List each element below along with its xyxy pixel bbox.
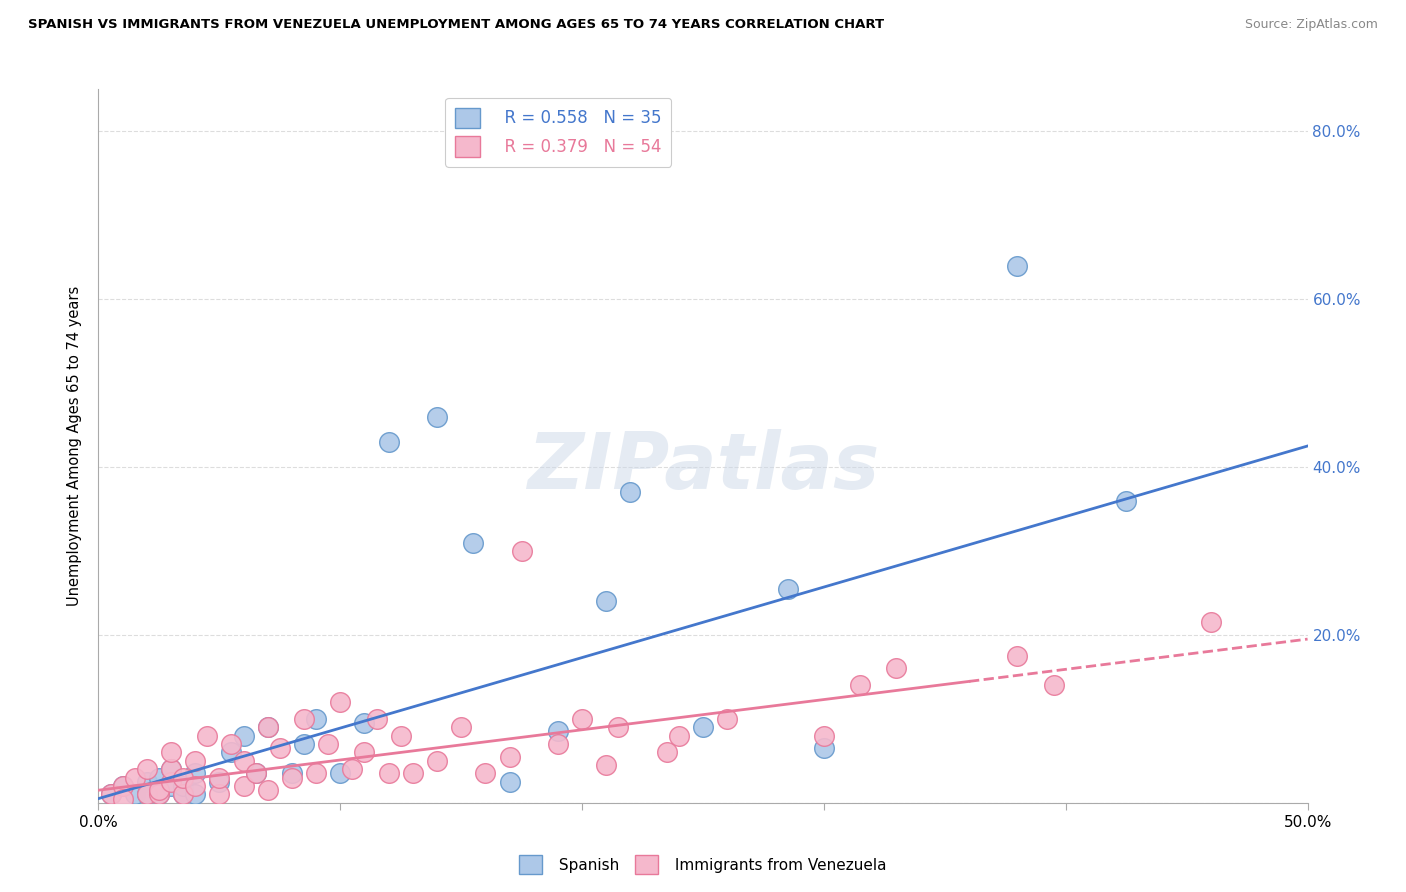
Point <box>160 746 183 760</box>
Point <box>148 771 170 785</box>
Point <box>111 779 134 793</box>
Legend:  Spanish,  Immigrants from Venezuela: Spanish, Immigrants from Venezuela <box>513 849 893 880</box>
Point <box>377 766 399 780</box>
Point <box>402 766 425 780</box>
Point <box>1115 493 1137 508</box>
Point <box>1007 648 1029 663</box>
Point <box>426 409 449 424</box>
Point <box>463 535 485 549</box>
Point <box>172 771 194 785</box>
Point <box>655 746 678 760</box>
Point <box>813 729 835 743</box>
Point <box>1007 259 1029 273</box>
Point <box>232 754 254 768</box>
Point <box>135 788 157 802</box>
Point <box>813 741 835 756</box>
Point <box>256 720 278 734</box>
Point <box>184 766 207 780</box>
Point <box>450 720 472 734</box>
Point <box>184 754 207 768</box>
Point <box>886 661 908 675</box>
Point <box>692 720 714 734</box>
Point <box>100 788 122 802</box>
Point <box>366 712 388 726</box>
Point <box>172 779 194 793</box>
Point <box>329 695 352 709</box>
Point <box>208 788 231 802</box>
Y-axis label: Unemployment Among Ages 65 to 74 years: Unemployment Among Ages 65 to 74 years <box>67 285 83 607</box>
Point <box>160 779 183 793</box>
Point <box>148 783 170 797</box>
Point <box>221 746 243 760</box>
Point <box>292 712 315 726</box>
Text: Source: ZipAtlas.com: Source: ZipAtlas.com <box>1244 18 1378 31</box>
Point <box>256 720 278 734</box>
Point <box>305 712 328 726</box>
Point <box>547 724 569 739</box>
Point <box>316 737 339 751</box>
Point <box>111 791 134 805</box>
Point <box>245 766 267 780</box>
Point <box>232 779 254 793</box>
Point <box>184 779 207 793</box>
Point <box>607 720 630 734</box>
Legend:   R = 0.558   N = 35,   R = 0.379   N = 54: R = 0.558 N = 35, R = 0.379 N = 54 <box>446 97 671 167</box>
Point <box>160 762 183 776</box>
Point <box>160 762 183 776</box>
Point <box>100 788 122 802</box>
Point <box>595 594 617 608</box>
Point <box>135 788 157 802</box>
Point <box>426 754 449 768</box>
Point <box>135 762 157 776</box>
Point <box>124 771 146 785</box>
Point <box>184 788 207 802</box>
Point <box>571 712 593 726</box>
Point <box>776 582 799 596</box>
Point <box>498 749 520 764</box>
Point <box>256 783 278 797</box>
Point <box>245 766 267 780</box>
Point <box>668 729 690 743</box>
Point <box>232 729 254 743</box>
Point <box>619 485 641 500</box>
Point <box>547 737 569 751</box>
Point <box>124 788 146 802</box>
Point <box>353 716 375 731</box>
Point <box>353 746 375 760</box>
Point <box>148 788 170 802</box>
Point <box>377 434 399 449</box>
Point <box>292 737 315 751</box>
Point <box>510 544 533 558</box>
Text: ZIPatlas: ZIPatlas <box>527 429 879 506</box>
Point <box>269 741 291 756</box>
Point <box>111 779 134 793</box>
Point <box>221 737 243 751</box>
Point <box>849 678 872 692</box>
Point <box>329 766 352 780</box>
Point <box>135 774 157 789</box>
Point <box>148 788 170 802</box>
Text: SPANISH VS IMMIGRANTS FROM VENEZUELA UNEMPLOYMENT AMONG AGES 65 TO 74 YEARS CORR: SPANISH VS IMMIGRANTS FROM VENEZUELA UNE… <box>28 18 884 31</box>
Point <box>305 766 328 780</box>
Point <box>172 788 194 802</box>
Point <box>160 774 183 789</box>
Point <box>1042 678 1064 692</box>
Point <box>1199 615 1222 630</box>
Point <box>281 766 304 780</box>
Point <box>474 766 496 780</box>
Point <box>498 774 520 789</box>
Point <box>595 758 617 772</box>
Point <box>389 729 412 743</box>
Point <box>281 771 304 785</box>
Point <box>342 762 364 776</box>
Point <box>208 774 231 789</box>
Point <box>208 771 231 785</box>
Point <box>716 712 738 726</box>
Point <box>195 729 218 743</box>
Point <box>172 788 194 802</box>
